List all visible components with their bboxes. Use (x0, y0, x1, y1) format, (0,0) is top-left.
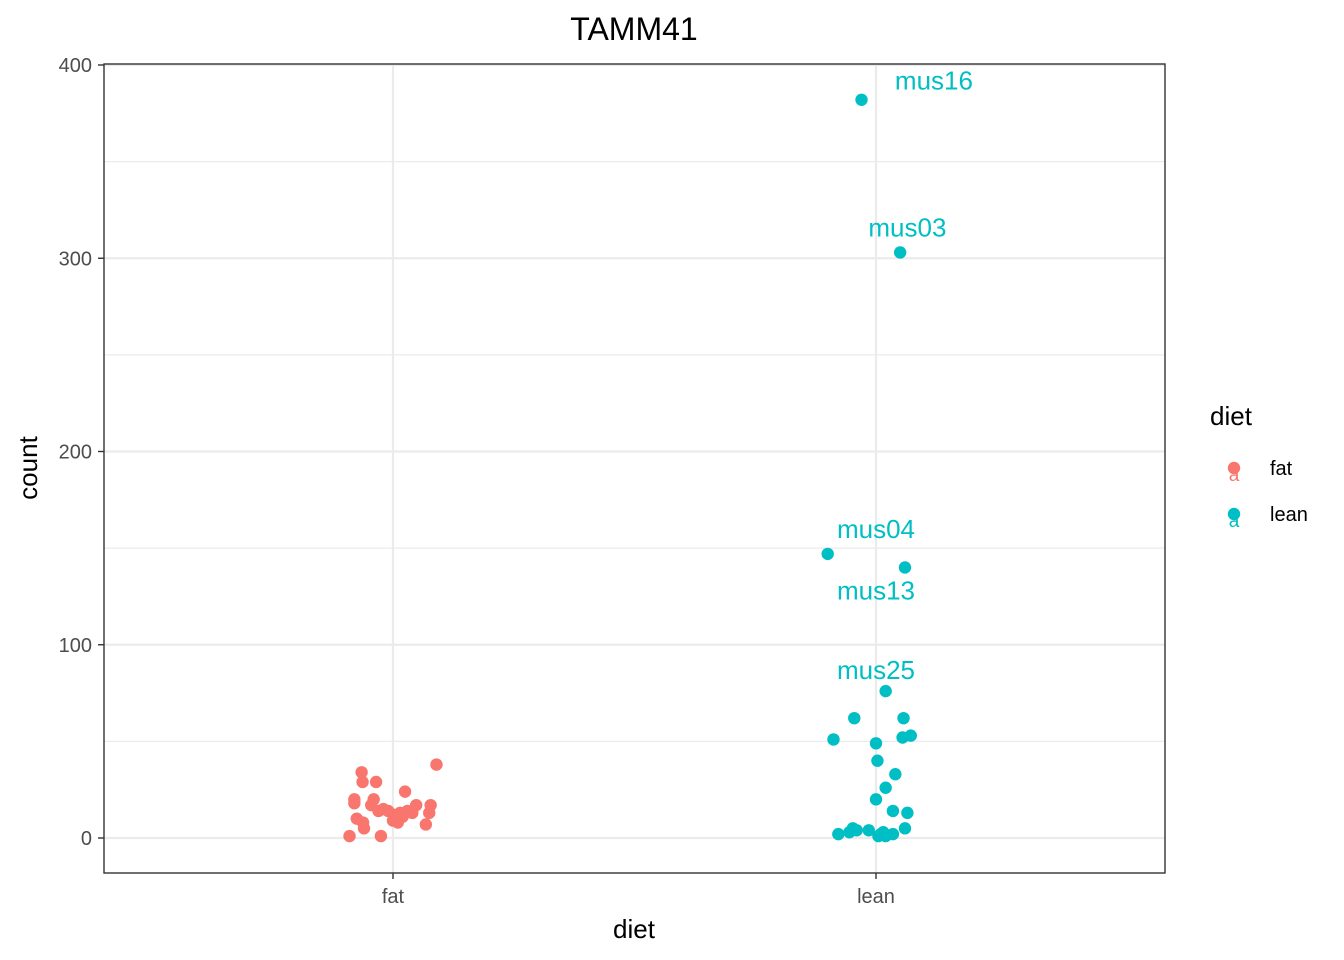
point-label: mus13 (837, 576, 915, 606)
data-point-lean (904, 729, 917, 742)
data-point-lean (821, 547, 834, 561)
data-points (343, 93, 917, 843)
data-point-lean (869, 793, 883, 806)
data-point-lean (832, 827, 845, 841)
data-point-lean (869, 737, 883, 750)
legend-label-lean: lean (1270, 504, 1308, 526)
legend-key-glyph: a (1229, 511, 1240, 532)
data-point-fat (398, 785, 412, 798)
x-tick-label: fat (382, 886, 405, 908)
legend-key-fat (1227, 461, 1241, 475)
legend-label-fat: fat (1270, 458, 1293, 480)
x-axis-title: diet (613, 914, 656, 944)
y-axis: 0 100 200 300 400 (59, 55, 104, 850)
point-label: mus25 (837, 655, 915, 685)
y-tick-label: 0 (81, 828, 92, 850)
point-label: mus04 (837, 514, 915, 544)
data-point-fat (355, 766, 368, 779)
point-annotations: mus16 mus03 mus04 mus13 mus25 (837, 65, 973, 684)
y-tick-label: 100 (59, 635, 92, 657)
data-point-fat (356, 775, 369, 789)
data-point-fat (343, 829, 356, 843)
plot-panel-background (104, 64, 1165, 873)
data-point-fat (369, 775, 383, 789)
data-point-lean (827, 733, 840, 746)
y-tick-label: 400 (59, 55, 92, 77)
data-point-lean (901, 806, 914, 820)
data-point-lean (850, 824, 863, 837)
legend: diet a fat a lean (1210, 401, 1308, 532)
y-axis-title: count (13, 435, 43, 499)
legend-title: diet (1210, 401, 1253, 431)
data-point-lean (871, 754, 884, 767)
x-axis: fat lean (382, 873, 895, 908)
point-label: mus03 (868, 212, 946, 242)
data-point-fat (424, 798, 437, 812)
data-point-lean (893, 246, 907, 259)
data-point-lean (898, 561, 912, 574)
grid-lines (104, 63, 1165, 873)
data-point-fat (348, 793, 361, 806)
chart-title: TAMM41 (570, 11, 697, 47)
data-point-fat (357, 822, 371, 835)
data-point-fat (409, 798, 423, 812)
y-tick-label: 300 (59, 248, 92, 270)
data-point-fat (374, 829, 388, 843)
data-point-lean (889, 768, 902, 781)
data-point-lean (855, 93, 868, 106)
plot-panel-border (103, 63, 1166, 874)
data-point-lean (879, 781, 892, 794)
data-point-lean (862, 824, 875, 837)
data-point-lean (886, 827, 900, 841)
data-point-lean (886, 804, 900, 818)
data-point-fat (419, 818, 433, 831)
legend-key-glyph: a (1229, 465, 1240, 486)
x-tick-label: lean (857, 886, 895, 908)
y-tick-label: 200 (59, 442, 92, 464)
legend-key-lean (1227, 507, 1241, 521)
legend-entries: a fat a lean (1227, 458, 1308, 532)
data-point-lean (898, 822, 912, 835)
data-point-lean (879, 684, 892, 698)
data-point-fat (430, 758, 443, 771)
data-point-lean (848, 711, 861, 725)
data-point-fat (367, 793, 380, 806)
point-label: mus16 (895, 65, 973, 95)
data-point-lean (897, 711, 910, 725)
